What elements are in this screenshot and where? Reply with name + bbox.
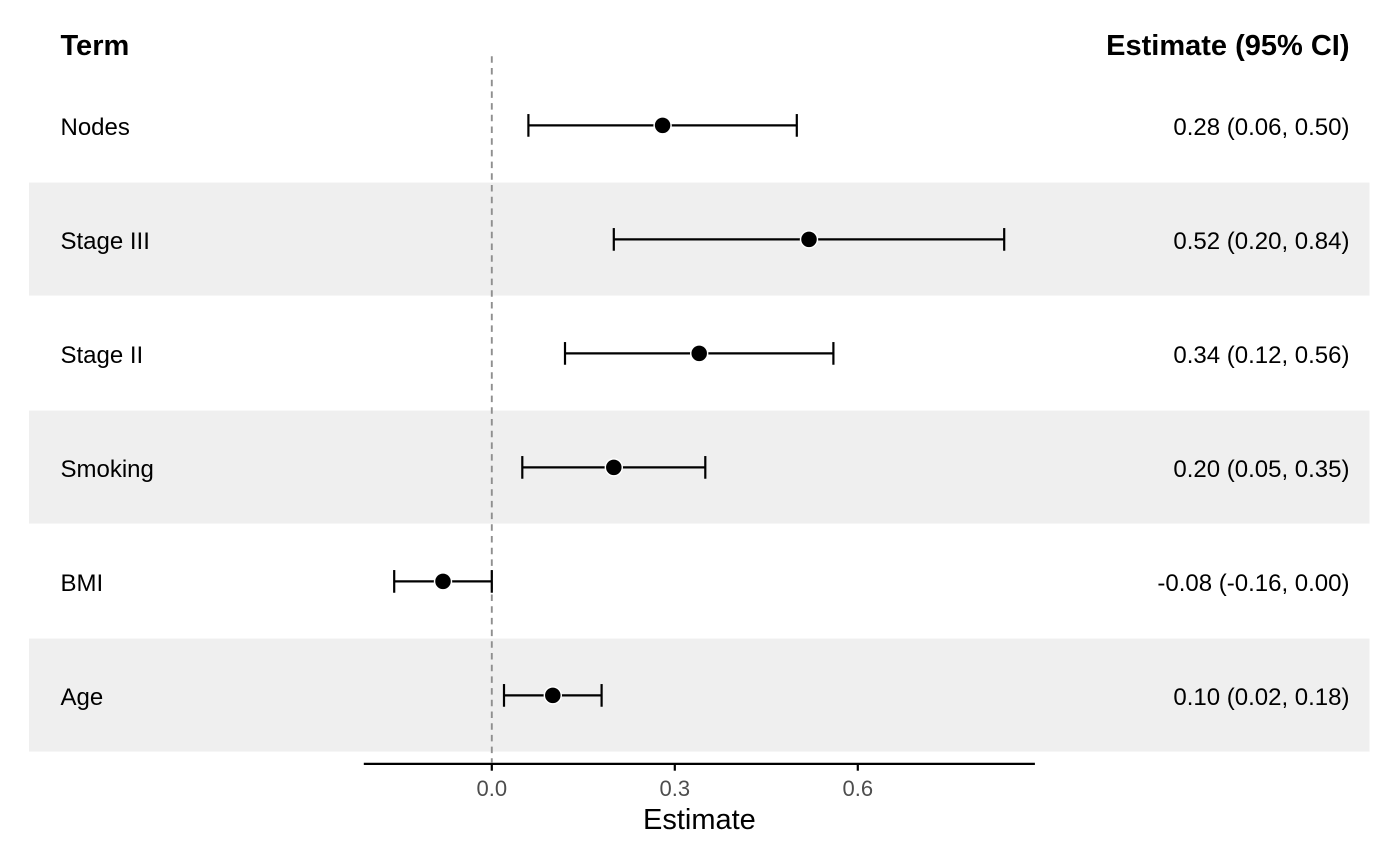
svg-text:Estimate (95% CI): Estimate (95% CI) xyxy=(1106,30,1349,62)
svg-text:Term: Term xyxy=(61,30,130,62)
svg-text:0.34 (0.12, 0.56): 0.34 (0.12, 0.56) xyxy=(1173,342,1349,369)
svg-text:-0.08 (-0.16, 0.00): -0.08 (-0.16, 0.00) xyxy=(1157,570,1349,597)
svg-text:0.20 (0.05, 0.35): 0.20 (0.05, 0.35) xyxy=(1173,456,1349,483)
svg-text:0.52 (0.20, 0.84): 0.52 (0.20, 0.84) xyxy=(1173,228,1349,255)
svg-text:0.3: 0.3 xyxy=(660,776,691,801)
svg-text:Estimate: Estimate xyxy=(643,804,756,836)
svg-text:Stage III: Stage III xyxy=(61,228,150,255)
svg-text:0.0: 0.0 xyxy=(477,776,508,801)
svg-text:Smoking: Smoking xyxy=(61,456,154,483)
svg-text:0.6: 0.6 xyxy=(843,776,874,801)
svg-text:Nodes: Nodes xyxy=(61,114,130,141)
svg-text:BMI: BMI xyxy=(61,570,104,597)
svg-text:0.28 (0.06, 0.50): 0.28 (0.06, 0.50) xyxy=(1173,114,1349,141)
svg-text:Stage II: Stage II xyxy=(61,342,144,369)
svg-text:0.10 (0.02, 0.18): 0.10 (0.02, 0.18) xyxy=(1173,684,1349,711)
svg-text:Age: Age xyxy=(61,684,104,711)
